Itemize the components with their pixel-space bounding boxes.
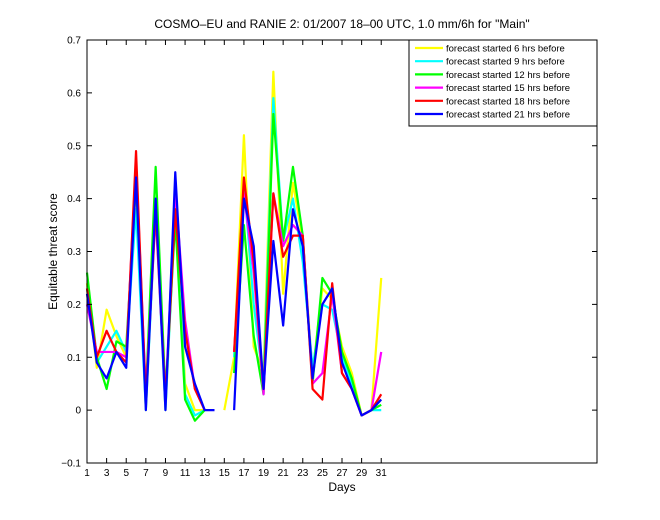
x-tick-label: 11 [180, 468, 191, 479]
legend-item: forecast started 18 hrs before [415, 96, 570, 107]
x-tick-label: 13 [199, 468, 211, 479]
x-tick-label: 1 [84, 468, 90, 479]
x-tick-label: 5 [123, 468, 129, 479]
legend-item: forecast started 9 hrs before [415, 57, 565, 68]
y-tick-label: 0.3 [67, 247, 81, 258]
y-tick-label: −0.1 [61, 459, 81, 470]
y-axis-title: Equitable threat score [46, 193, 60, 310]
y-tick-label: 0.6 [67, 88, 81, 99]
x-tick-label: 17 [238, 468, 250, 479]
legend-label: forecast started 6 hrs before [446, 44, 565, 55]
series-line [85, 171, 215, 412]
x-tick-label: 3 [104, 468, 110, 479]
chart-title: COSMO–EU and RANIE 2: 01/2007 18–00 UTC,… [154, 17, 529, 31]
x-tick-label: 19 [258, 468, 270, 479]
legend: forecast started 6 hrs before forecast st… [408, 39, 598, 127]
ticks-layer: 1 3 5 7 9 11 13 15 17 19 21 23 25 27 29 31−0.100.10.20.… [61, 36, 597, 479]
y-tick-label: 0 [75, 406, 81, 417]
x-tick-label: 25 [317, 468, 329, 479]
x-tick-label: 9 [163, 468, 169, 479]
x-tick-label: 29 [356, 468, 368, 479]
series-6 [85, 171, 383, 417]
series-line [233, 197, 383, 417]
y-tick-label: 0.1 [67, 353, 81, 364]
x-tick-label: 21 [278, 468, 290, 479]
legend-item: forecast started 15 hrs before [415, 83, 570, 94]
y-tick-label: 0.2 [67, 300, 81, 311]
y-tick-label: 0.4 [67, 194, 81, 205]
legend-item: forecast started 6 hrs before [415, 44, 565, 55]
legend-item: forecast started 21 hrs before [415, 110, 570, 121]
y-tick-label: 0.5 [67, 141, 81, 152]
x-axis-title: Days [328, 480, 355, 494]
legend-label: forecast started 12 hrs before [446, 70, 570, 81]
legend-label: forecast started 9 hrs before [446, 57, 565, 68]
x-tick-label: 7 [143, 468, 149, 479]
x-tick-label: 23 [297, 468, 309, 479]
series-layer [85, 70, 383, 422]
legend-label: forecast started 15 hrs before [446, 83, 570, 94]
x-tick-label: 15 [219, 468, 231, 479]
x-tick-label: 27 [336, 468, 348, 479]
x-tick-label: 31 [376, 468, 388, 479]
legend-item: forecast started 12 hrs before [415, 70, 570, 81]
legend-box [408, 39, 598, 127]
legend-label: forecast started 18 hrs before [446, 96, 570, 107]
y-tick-label: 0.7 [67, 36, 81, 47]
legend-label: forecast started 21 hrs before [446, 110, 570, 121]
